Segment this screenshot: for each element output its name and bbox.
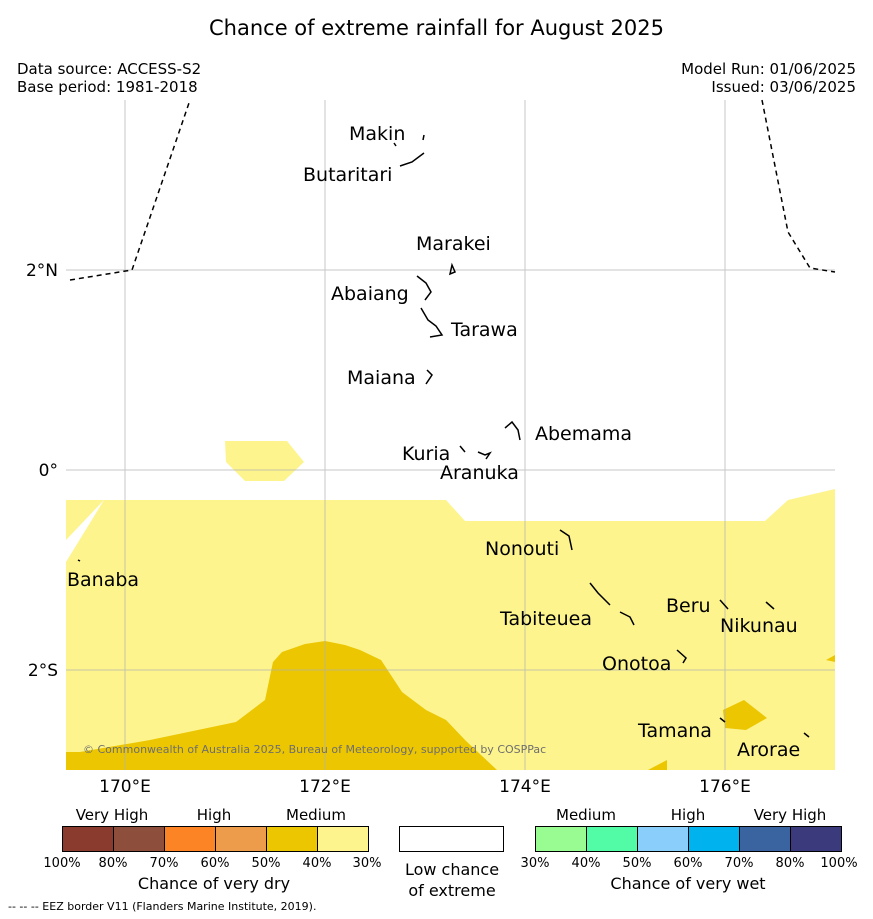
- label-banaba: Banaba: [67, 569, 139, 591]
- dry-swatch-0: [62, 826, 114, 852]
- medium-dry-region: [66, 441, 835, 770]
- dry-swatch-1: [113, 826, 165, 852]
- label-arorae: Arorae: [737, 739, 800, 761]
- wet-swatch-0: [535, 826, 587, 852]
- dry-tick-70: 70%: [149, 856, 179, 871]
- dry-header-medium: Medium: [286, 806, 346, 824]
- medium-dry-strip-left: [66, 500, 104, 540]
- dry-header-high: High: [196, 806, 232, 824]
- x-tick-176e: 176°E: [699, 777, 751, 797]
- header-right: Model Run: 01/06/2025 Issued: 03/06/2025: [681, 60, 856, 96]
- model-run: Model Run: 01/06/2025: [681, 60, 856, 78]
- wet-tick-40: 40%: [571, 856, 601, 871]
- island-outlines: [77, 134, 810, 738]
- eez-footnote: -- -- -- EEZ border V11 (Flanders Marine…: [8, 900, 317, 913]
- wet-tick-70: 70%: [724, 856, 754, 871]
- low-chance-swatch: [399, 826, 504, 852]
- rainfall-map: Makin Butaritari Marakei Abaiang Tarawa …: [26, 99, 836, 797]
- header-left: Data source: ACCESS-S2 Base period: 1981…: [17, 60, 201, 96]
- dry-tick-50: 50%: [251, 856, 281, 871]
- dry-swatch-2: [164, 826, 216, 852]
- wet-tick-60: 60%: [673, 856, 703, 871]
- x-tick-170e: 170°E: [99, 777, 151, 797]
- wet-tick-80: 80%: [775, 856, 805, 871]
- label-makin: Makin: [349, 123, 405, 145]
- dry-legend-title: Chance of very dry: [137, 874, 291, 893]
- dry-tick-30: 30%: [352, 856, 382, 871]
- dry-swatch-3: [215, 826, 267, 852]
- label-tarawa: Tarawa: [450, 319, 518, 341]
- grid-lines: [66, 100, 835, 770]
- label-abaiang: Abaiang: [331, 283, 409, 305]
- x-tick-172e: 172°E: [299, 777, 351, 797]
- dry-tick-40: 40%: [302, 856, 332, 871]
- island-labels: Makin Butaritari Marakei Abaiang Tarawa …: [67, 123, 800, 761]
- wet-header-very-high: Very High: [753, 806, 827, 824]
- dry-tick-80: 80%: [98, 856, 128, 871]
- label-abemama: Abemama: [535, 423, 632, 445]
- axis-labels: 170°E 172°E 174°E 176°E 2°N 0° 2°S: [26, 261, 751, 797]
- label-butaritari: Butaritari: [303, 164, 392, 186]
- label-maiana: Maiana: [347, 367, 416, 389]
- label-nikunau: Nikunau: [720, 615, 798, 637]
- wet-header-medium: Medium: [556, 806, 616, 824]
- wet-swatch-2: [637, 826, 689, 852]
- label-onotoa: Onotoa: [602, 653, 671, 675]
- y-tick-0: 0°: [39, 461, 58, 481]
- wet-legend-title: Chance of very wet: [610, 874, 766, 893]
- low-chance-line1: Low chance: [404, 860, 500, 879]
- y-tick-2s: 2°S: [28, 661, 58, 681]
- dry-swatch-5: [317, 826, 369, 852]
- label-marakei: Marakei: [416, 233, 491, 255]
- chart-title: Chance of extreme rainfall for August 20…: [209, 16, 664, 40]
- issued-date: Issued: 03/06/2025: [711, 78, 856, 96]
- eez-border: [69, 99, 836, 281]
- y-tick-2n: 2°N: [26, 261, 58, 281]
- high-dry-region: [66, 641, 835, 770]
- dry-header-very-high: Very High: [75, 806, 149, 824]
- wet-header-high: High: [670, 806, 706, 824]
- label-tamana: Tamana: [637, 720, 712, 742]
- low-chance-title: Low chance of extreme: [405, 859, 499, 901]
- dry-swatch-4: [266, 826, 318, 852]
- wet-swatch-3: [688, 826, 740, 852]
- label-kuria: Kuria: [402, 443, 450, 465]
- dry-tick-60: 60%: [200, 856, 230, 871]
- low-chance-line2: of extreme: [408, 881, 496, 900]
- dry-tick-100: 100%: [43, 856, 81, 871]
- wet-tick-50: 50%: [622, 856, 652, 871]
- label-beru: Beru: [666, 595, 711, 617]
- wet-tick-100: 100%: [820, 856, 858, 871]
- label-tabiteuea: Tabiteuea: [499, 608, 592, 630]
- copyright-notice: © Commonwealth of Australia 2025, Bureau…: [83, 743, 546, 756]
- base-period: Base period: 1981-2018: [17, 78, 198, 96]
- x-tick-174e: 174°E: [499, 777, 551, 797]
- label-nonouti: Nonouti: [485, 538, 559, 560]
- data-source: Data source: ACCESS-S2: [17, 60, 202, 78]
- label-aranuka: Aranuka: [440, 462, 519, 484]
- wet-swatch-1: [586, 826, 638, 852]
- wet-swatch-5: [790, 826, 842, 852]
- wet-tick-30: 30%: [520, 856, 550, 871]
- wet-swatch-4: [739, 826, 791, 852]
- map-plot-area: [66, 100, 835, 770]
